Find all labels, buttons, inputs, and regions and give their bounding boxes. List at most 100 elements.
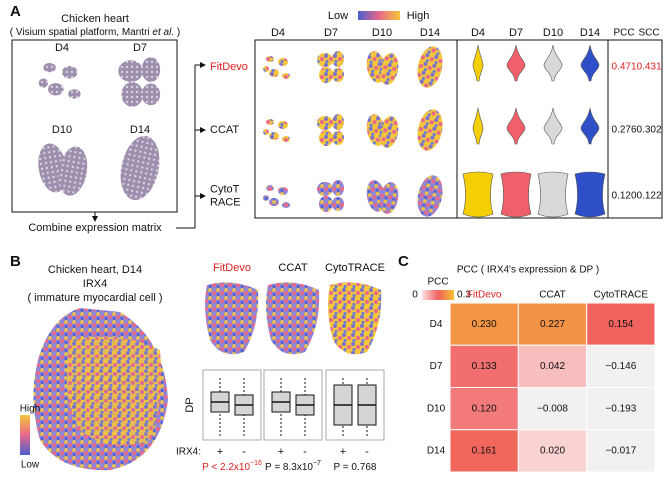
tissue-section	[266, 56, 274, 62]
row-label: D4	[430, 319, 443, 330]
tissue-section	[332, 180, 344, 196]
tissue-section	[141, 83, 161, 106]
tissue-section	[332, 131, 344, 145]
tissue-section	[66, 336, 162, 446]
tissue-section	[120, 135, 160, 201]
tissue	[118, 57, 161, 107]
day-label: D7	[133, 42, 147, 54]
heatmap-cell	[586, 302, 656, 346]
colorbar-label: 0	[412, 290, 418, 301]
column-header: D10	[372, 27, 392, 39]
tissue-section	[317, 53, 333, 67]
heatmap-cell	[449, 302, 519, 346]
tissue-section	[332, 51, 344, 67]
tissue-section	[282, 136, 290, 142]
subtitle-part: )	[174, 27, 180, 38]
tissue-section	[263, 66, 269, 72]
tissue-section	[278, 121, 288, 129]
tissue-section	[417, 175, 443, 217]
method-name: RACE	[210, 196, 241, 208]
tissue-section	[379, 182, 399, 214]
heatmap-cell	[449, 429, 519, 473]
method-name: FitDevo	[213, 262, 251, 274]
cell-value: 0.020	[540, 446, 565, 457]
tissue	[317, 114, 344, 146]
p-value-text: P < 2.2x10	[202, 462, 250, 473]
tissue-section	[379, 116, 399, 148]
column-header: FitDevo	[467, 290, 502, 301]
row-label: D14	[427, 446, 446, 457]
tissue	[366, 180, 399, 214]
heatmap-cell	[586, 387, 656, 431]
p-value: P = 0.768	[334, 462, 377, 473]
tissue	[417, 109, 443, 151]
tissue-section	[319, 130, 333, 146]
tissue-section	[379, 53, 399, 85]
tissue-section	[118, 60, 144, 82]
tissue-section	[328, 282, 382, 355]
cell-value: 0.161	[472, 446, 497, 457]
subtitle-part: ( Visium spatial platform, Mantri	[10, 27, 153, 38]
tissue-section	[266, 185, 274, 191]
column-header: D4	[271, 27, 285, 39]
pcc-value: 0.120	[611, 191, 636, 202]
pcc-value: 0.471	[611, 62, 636, 73]
connector	[176, 65, 196, 229]
tissue-section	[282, 73, 290, 79]
tissue-section	[332, 68, 344, 82]
group-title: IRX4:	[176, 447, 201, 458]
tissue-section	[141, 57, 161, 82]
tissue-section	[332, 197, 344, 211]
cell-value: −0.193	[605, 403, 636, 414]
tissue-section	[68, 89, 81, 99]
tissue	[38, 62, 81, 99]
tissue-section	[205, 282, 259, 355]
column-header: D4	[471, 27, 485, 39]
heatmap-cell	[517, 302, 588, 346]
source-title: Chicken heart	[61, 13, 129, 25]
panel-title: PCC ( IRX4's expression & DP )	[457, 265, 599, 276]
panel-label: C	[398, 253, 409, 270]
cell-value: 0.120	[472, 403, 497, 414]
tissue-section	[332, 114, 344, 130]
violin	[580, 107, 600, 145]
panel-label: A	[10, 3, 21, 20]
day-label: D4	[55, 42, 69, 54]
colorbar	[358, 11, 400, 20]
group-label: -	[242, 446, 246, 458]
panel-label: B	[10, 253, 21, 270]
violin	[574, 171, 606, 218]
column-header: D7	[509, 27, 523, 39]
tissue-section	[317, 116, 333, 130]
tissue-section	[269, 198, 279, 206]
group-label: -	[303, 446, 307, 458]
tissue-section	[263, 129, 269, 135]
tissue-section	[121, 82, 144, 107]
colorbar-label: Low	[328, 10, 348, 22]
row-label: D7	[430, 361, 443, 372]
colorbar-label: PCC	[427, 277, 448, 288]
group-label: -	[365, 446, 369, 458]
tissue	[417, 46, 443, 88]
tissue	[317, 180, 344, 212]
violin	[500, 171, 532, 218]
column-header: D14	[580, 27, 600, 39]
column-header: CCAT	[539, 290, 565, 301]
tissue-section	[417, 109, 443, 151]
legend-label: High	[20, 404, 41, 415]
y-axis-label: DP	[184, 397, 196, 412]
day-label: D14	[130, 124, 150, 136]
tissue-section	[58, 146, 88, 196]
cell-value: −0.146	[605, 361, 636, 372]
heatmap-cell	[517, 344, 588, 388]
pcc-value: 0.276	[611, 125, 636, 136]
violin	[472, 107, 484, 145]
tissue-section	[319, 196, 333, 212]
column-header: D7	[324, 27, 338, 39]
tissue-section	[62, 66, 78, 79]
method-name: CCAT	[210, 124, 239, 136]
source-subtitle: ( Visium spatial platform, Mantri et al.…	[10, 27, 180, 38]
column-header: PCC	[613, 28, 634, 39]
day-label: D10	[52, 124, 72, 136]
